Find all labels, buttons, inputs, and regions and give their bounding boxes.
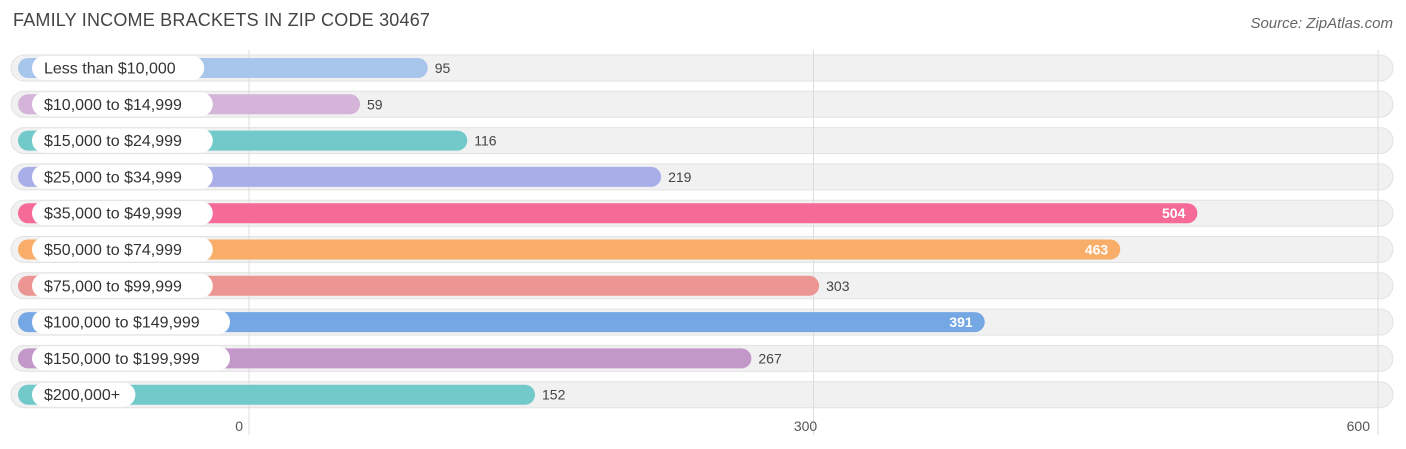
category-label-pill	[32, 346, 230, 371]
category-label: $10,000 to $14,999	[44, 97, 182, 114]
value-label: 59	[367, 96, 383, 112]
category-label-pill	[32, 237, 213, 262]
category-label: $75,000 to $99,999	[44, 278, 182, 295]
value-label: 152	[542, 387, 566, 403]
category-label-pill	[32, 310, 230, 335]
category-label: $25,000 to $34,999	[44, 169, 182, 186]
value-label: 463	[1085, 242, 1109, 258]
category-label: Less than $10,000	[44, 61, 176, 78]
category-label-pill	[32, 128, 213, 153]
value-label: 116	[474, 133, 497, 149]
category-label-pill	[32, 201, 213, 226]
tick-label: 0	[235, 418, 243, 434]
value-label: 267	[758, 350, 782, 366]
category-label: $150,000 to $199,999	[44, 351, 200, 368]
value-label: 303	[826, 278, 850, 294]
value-label: 391	[949, 314, 973, 330]
bar	[18, 275, 820, 296]
bar	[18, 384, 536, 405]
tick-label: 600	[1347, 418, 1371, 434]
category-label: $100,000 to $149,999	[44, 315, 200, 332]
bar	[18, 239, 1121, 260]
bar	[18, 203, 1198, 224]
bar	[18, 312, 985, 333]
source-label: Source: ZipAtlas.com	[1250, 15, 1393, 32]
category-label: $50,000 to $74,999	[44, 242, 182, 259]
category-label-pill	[32, 382, 136, 407]
chart-title: FAMILY INCOME BRACKETS IN ZIP CODE 30467	[13, 10, 431, 30]
category-label-pill	[32, 273, 213, 298]
category-label: $35,000 to $49,999	[44, 206, 182, 223]
category-label: $200,000+	[44, 387, 120, 404]
tick-label: 300	[794, 418, 818, 434]
category-label-pill	[32, 56, 205, 80]
value-label: 95	[435, 60, 451, 76]
value-label: 219	[668, 169, 692, 185]
category-label-pill	[32, 92, 213, 117]
category-label-pill	[32, 164, 213, 189]
value-label: 504	[1162, 205, 1186, 221]
category-label: $15,000 to $24,999	[44, 133, 182, 150]
